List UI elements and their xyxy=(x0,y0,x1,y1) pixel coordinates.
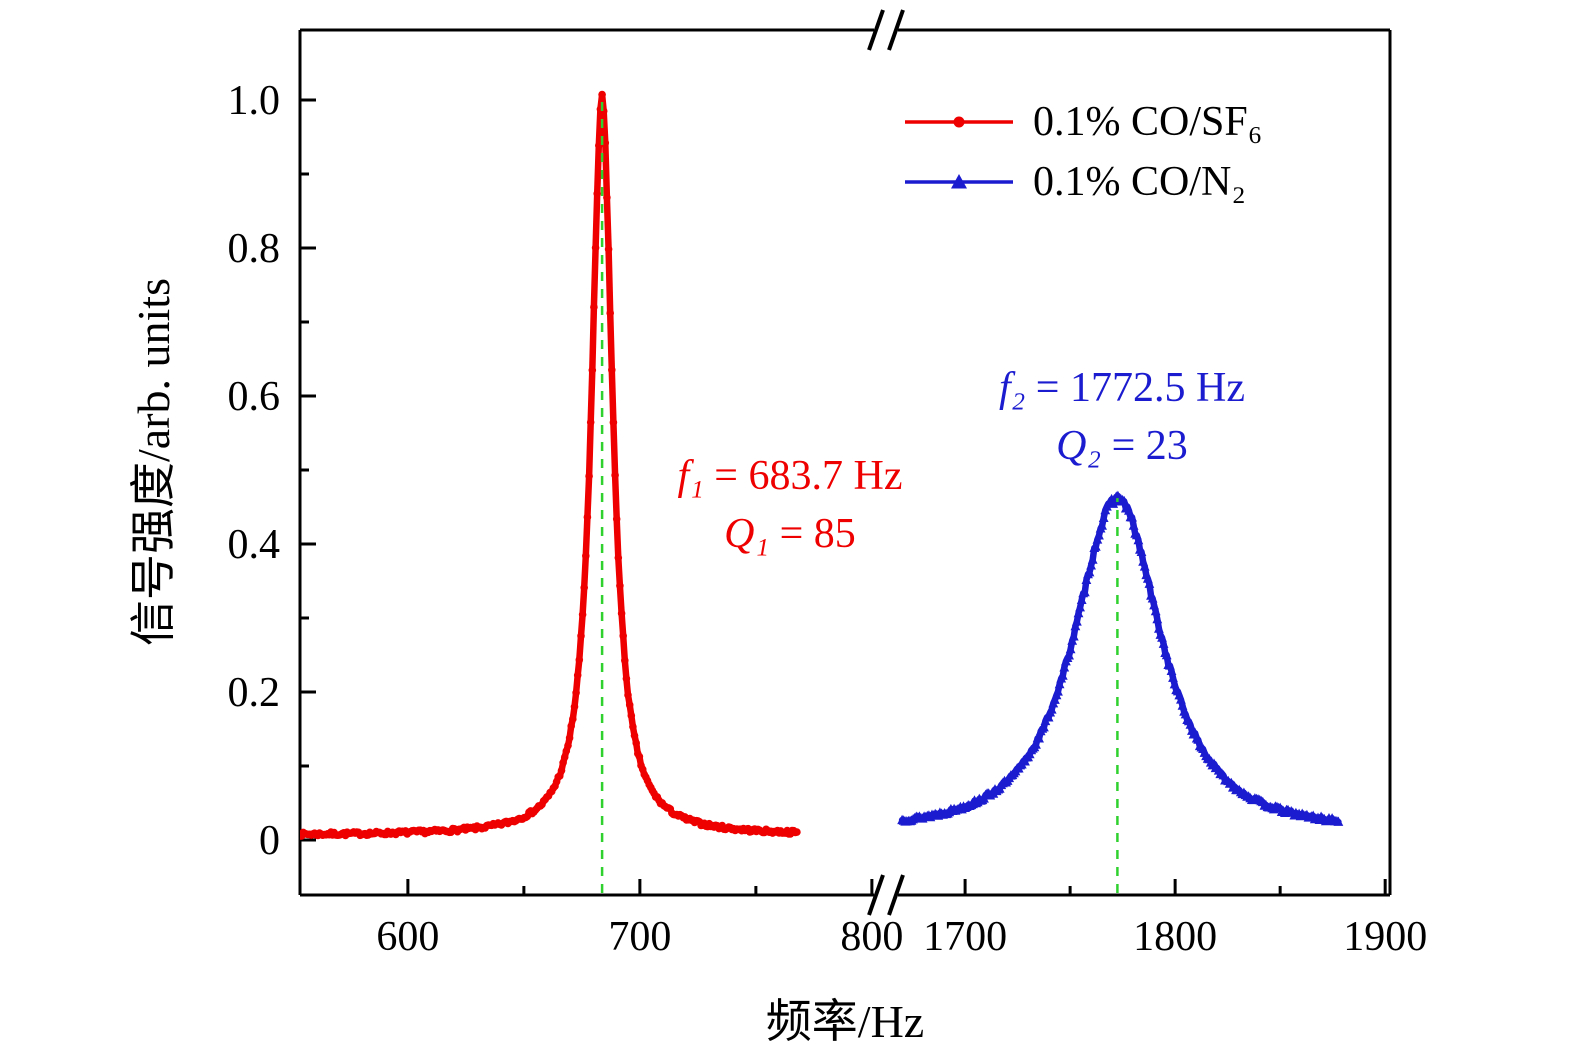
annotation-peak1: f₁ = 683.7 Hz Q₁ = 85 xyxy=(678,448,903,564)
svg-text:0.8: 0.8 xyxy=(228,226,281,272)
svg-text:0: 0 xyxy=(259,818,280,864)
tick-labels: 600 700 800 1700 1800 1900 0 0.2 0.4 0.6 0.8 1.0 xyxy=(228,78,1428,960)
y-axis-label: 信号强度/arb. units xyxy=(128,278,179,646)
svg-text:1700: 1700 xyxy=(923,914,1007,960)
annotation-peak2: f₂ = 1772.5 Hz Q₂ = 23 xyxy=(999,360,1245,476)
annotation-peak1-q-var: Q₁ xyxy=(724,510,770,557)
annotation-peak2-f-var: f₂ xyxy=(999,365,1026,411)
svg-text:1.0: 1.0 xyxy=(228,78,281,124)
axis-ticks xyxy=(300,98,1387,895)
annotation-peak1-f-value: = 683.7 Hz xyxy=(703,453,903,499)
svg-text:0.2: 0.2 xyxy=(228,670,281,716)
annotation-peak1-frequency: f₁ = 683.7 Hz xyxy=(678,448,903,506)
annotation-peak2-q-value: = 23 xyxy=(1101,422,1188,469)
legend: 0.1% CO/SF₆ 0.1% CO/N₂ xyxy=(903,98,1262,207)
annotation-peak2-q: Q₂ = 23 xyxy=(999,418,1245,476)
legend-label-co-n2: 0.1% CO/N₂ xyxy=(1033,159,1246,206)
annotation-peak2-f-value: = 1772.5 Hz xyxy=(1025,365,1245,411)
axis-break-marks xyxy=(867,9,905,916)
legend-red-line-dot-icon xyxy=(905,116,1013,128)
legend-item-co-n2: 0.1% CO/N₂ xyxy=(903,158,1262,206)
plot-frame xyxy=(298,28,1392,897)
legend-label-co-sf6: 0.1% CO/SF₆ xyxy=(1033,99,1263,145)
annotation-peak2-q-var: Q₂ xyxy=(1056,422,1102,469)
peak-guides xyxy=(600,100,1119,893)
series-0-1-co-n2 xyxy=(897,490,1344,826)
annotation-peak1-q-value: = 85 xyxy=(769,510,856,557)
svg-text:600: 600 xyxy=(376,914,439,960)
annotation-peak1-q: Q₁ = 85 xyxy=(678,506,903,564)
annotation-peak2-frequency: f₂ = 1772.5 Hz xyxy=(999,360,1245,418)
x-axis-label: 频率/Hz xyxy=(765,996,925,1047)
svg-text:1800: 1800 xyxy=(1133,914,1217,960)
svg-text:0.6: 0.6 xyxy=(228,374,281,420)
legend-item-co-sf6: 0.1% CO/SF₆ xyxy=(903,98,1262,146)
svg-text:1900: 1900 xyxy=(1343,914,1427,960)
svg-text:0.4: 0.4 xyxy=(228,522,281,568)
svg-text:800: 800 xyxy=(840,914,903,960)
annotation-peak1-f-var: f₁ xyxy=(677,453,704,499)
svg-text:700: 700 xyxy=(608,914,671,960)
series-0-1-co-sf6 xyxy=(300,90,801,840)
legend-blue-line-triangle-icon xyxy=(905,174,1013,189)
